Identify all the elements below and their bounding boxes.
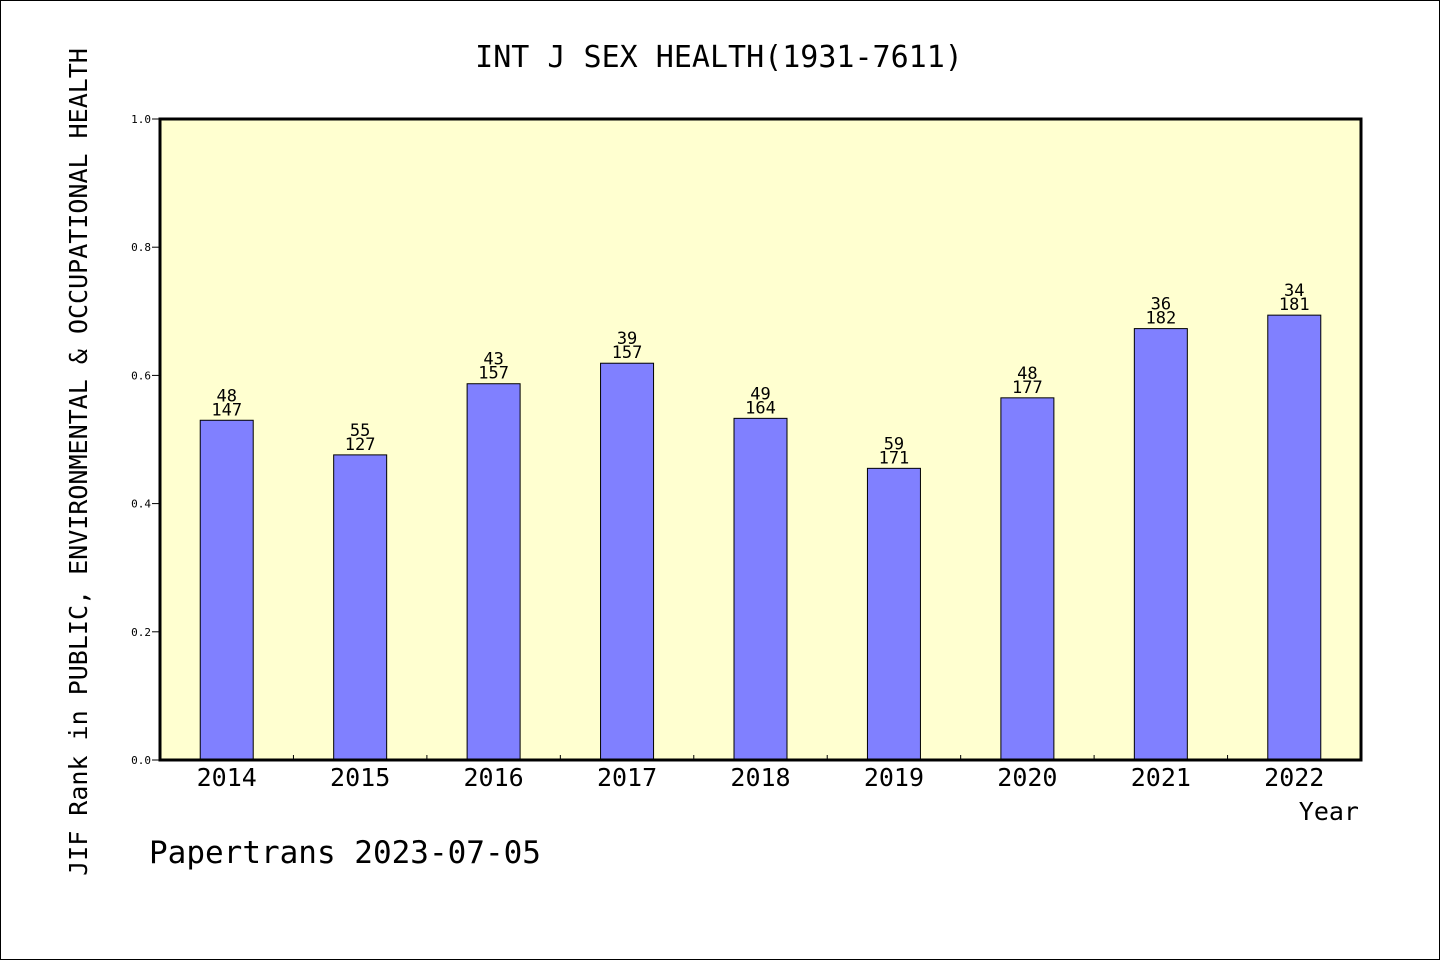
- bar-2017: [600, 362, 655, 761]
- bar-rank-label: 48: [216, 386, 236, 406]
- x-tick-label: 2018: [730, 763, 790, 792]
- x-tick-label: 2015: [330, 763, 390, 792]
- bar-rank-label: 43: [483, 350, 503, 370]
- bar-total-label: 171: [879, 448, 910, 468]
- bar-rank-label: 36: [1151, 295, 1171, 315]
- bar-total-label: 147: [211, 400, 242, 420]
- y-tick-label: 1.0: [131, 113, 151, 126]
- y-tick-label: 0.0: [131, 754, 151, 767]
- y-tick-label: 0.2: [131, 626, 151, 639]
- bar-rank-label: 39: [617, 329, 637, 349]
- chart-title: INT J SEX HEALTH(1931-7611): [475, 40, 963, 75]
- bar-2016: [466, 383, 521, 761]
- x-axis-label: Year: [1299, 797, 1359, 826]
- bar-2019: [866, 467, 921, 761]
- bar-rank-label: 49: [750, 384, 770, 404]
- bar-total-label: 157: [478, 364, 509, 384]
- y-tick-label: 0.6: [131, 369, 151, 382]
- y-tick-label: 0.8: [131, 241, 151, 254]
- bar-total-label: 127: [345, 435, 376, 455]
- plot-frame: [158, 117, 1363, 762]
- y-axis-label: JIF Rank in PUBLIC, ENVIRONMENTAL & OCCU…: [64, 48, 93, 876]
- bar-2018: [733, 417, 788, 761]
- bar-total-label: 177: [1012, 378, 1043, 398]
- bar-2015: [333, 454, 388, 761]
- bar-rank-label: 55: [350, 421, 370, 441]
- x-tick-label: 2014: [197, 763, 257, 792]
- x-tick-label: 2017: [597, 763, 657, 792]
- bar-rank-label: 48: [1017, 364, 1037, 384]
- bar-total-label: 181: [1279, 295, 1310, 315]
- x-tick-label: 2020: [997, 763, 1057, 792]
- bar-2014: [199, 419, 254, 761]
- bar-2022: [1267, 314, 1322, 761]
- bar-total-label: 157: [612, 343, 643, 363]
- bar-total-label: 164: [745, 398, 776, 418]
- bar-2020: [1000, 397, 1055, 761]
- bars-layer: 4814755127431573915749164591714817736182…: [199, 281, 1322, 761]
- bar-2021: [1133, 328, 1188, 761]
- bar-total-label: 182: [1145, 309, 1176, 329]
- y-tick-label: 0.4: [131, 498, 151, 511]
- ticks-layer: 0.0 0.2 0.4 0.6 0.8 1.0 2014 2015 2016 2017 2018 20…: [131, 113, 1324, 792]
- x-tick-label: 2022: [1264, 763, 1324, 792]
- footer-note: Papertrans 2023-07-05: [149, 835, 541, 871]
- x-tick-label: 2019: [864, 763, 924, 792]
- x-tick-label: 2016: [464, 763, 524, 792]
- bar-rank-label: 34: [1284, 281, 1304, 301]
- x-tick-label: 2021: [1131, 763, 1191, 792]
- bar-rank-label: 59: [884, 434, 904, 454]
